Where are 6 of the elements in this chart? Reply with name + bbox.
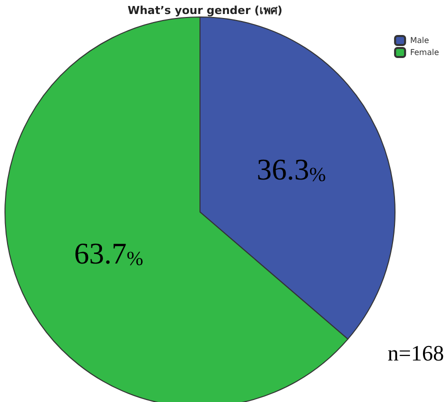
chart-title: What’s your gender (เพศ) [128, 4, 282, 17]
legend-label: Female [410, 48, 440, 57]
legend-label: Male [410, 36, 430, 45]
data-label: 63.7% [74, 237, 144, 270]
data-label: 36.3% [256, 154, 326, 187]
text: n=168 [388, 340, 444, 366]
